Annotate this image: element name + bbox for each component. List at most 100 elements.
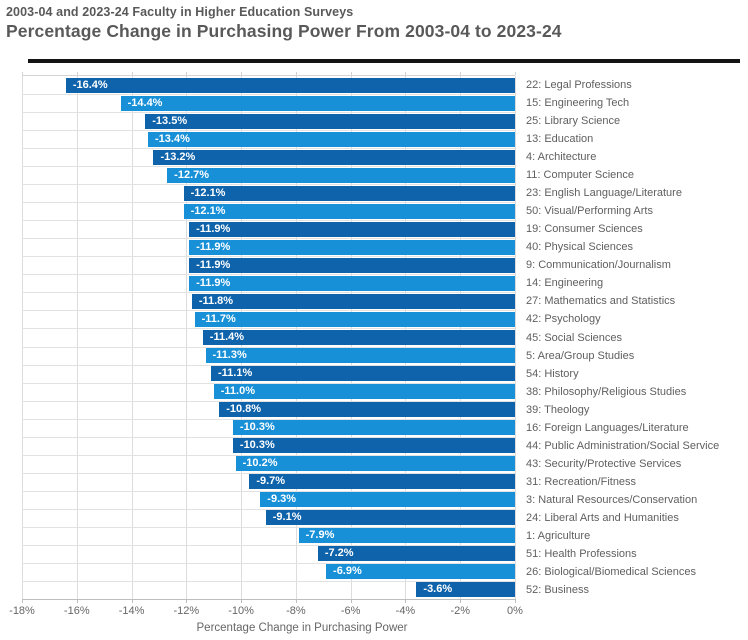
axis-tick-label: -4% bbox=[395, 605, 416, 617]
bar: -11.3% bbox=[205, 348, 515, 364]
bar-value-label: -12.7% bbox=[174, 168, 210, 181]
category-label: 11: Computer Science bbox=[526, 169, 635, 182]
axis-tick-top bbox=[186, 72, 188, 75]
gridline bbox=[76, 76, 78, 599]
axis-tick-label: -16% bbox=[63, 605, 90, 617]
category-label: 23: English Language/Literature bbox=[526, 187, 682, 200]
bar-value-label: -11.3% bbox=[212, 349, 247, 362]
category-label: 9: Communication/Journalism bbox=[526, 259, 671, 272]
axis-tick bbox=[241, 599, 243, 603]
bar-value-label: -11.9% bbox=[196, 276, 231, 289]
category-label: 5: Area/Group Studies bbox=[526, 349, 635, 362]
bar-value-label: -9.1% bbox=[272, 511, 302, 524]
bar: -13.2% bbox=[153, 149, 515, 165]
row-gridline bbox=[22, 346, 515, 348]
axis-tick-top bbox=[22, 72, 23, 75]
bar: -10.3% bbox=[232, 438, 515, 454]
row-gridline bbox=[22, 274, 515, 276]
bar-value-label: -9.3% bbox=[267, 493, 297, 506]
category-label: 45: Social Sciences bbox=[526, 331, 622, 344]
bar-value-label: -11.4% bbox=[209, 331, 245, 343]
axis-tick-top bbox=[131, 72, 133, 75]
plot-area: -16.4% 22: Legal Professions -14.4% 15: Eng… bbox=[22, 75, 719, 600]
bar: -13.5% bbox=[145, 113, 515, 129]
axis-tick-label: -10% bbox=[228, 605, 254, 617]
category-label: 13: Education bbox=[526, 133, 594, 146]
bar: -11.9% bbox=[189, 221, 515, 237]
axis-tick bbox=[515, 599, 516, 603]
bar: -3.6% bbox=[416, 582, 515, 598]
bar-value-label: -11.9% bbox=[196, 222, 231, 235]
bar: -11.7% bbox=[194, 311, 515, 327]
row-gridline bbox=[22, 292, 515, 294]
row-gridline bbox=[22, 256, 515, 258]
axis-tick-top bbox=[515, 72, 516, 75]
axis-tick bbox=[22, 599, 23, 603]
axis-tick-label: -2% bbox=[450, 605, 470, 617]
bar-value-label: -12.1% bbox=[190, 186, 226, 199]
bar-value-label: -7.9% bbox=[305, 529, 335, 542]
bar: -11.1% bbox=[210, 366, 515, 382]
axis-tick-top bbox=[76, 72, 78, 75]
bar: -11.9% bbox=[189, 239, 515, 255]
category-label: 24: Liberal Arts and Humanities bbox=[526, 511, 679, 524]
axis-tick-top bbox=[295, 72, 297, 75]
category-label: 3: Natural Resources/Conservation bbox=[526, 493, 698, 506]
bar: -9.3% bbox=[260, 492, 515, 508]
axis-tick-label: -18% bbox=[9, 605, 35, 617]
row-gridline bbox=[22, 148, 515, 150]
bar: -12.7% bbox=[167, 167, 515, 183]
row-gridline bbox=[22, 220, 515, 222]
axis-tick bbox=[76, 599, 78, 603]
bar: -9.7% bbox=[249, 474, 515, 490]
axis-tick-label: -12% bbox=[173, 605, 200, 617]
bar-value-label: -13.2% bbox=[160, 150, 196, 163]
row-gridline bbox=[22, 310, 515, 312]
row-gridline bbox=[22, 418, 515, 420]
category-label: 25: Library Science bbox=[526, 115, 621, 128]
category-label: 19: Consumer Sciences bbox=[526, 223, 643, 236]
bar: -7.2% bbox=[317, 546, 515, 562]
row-gridline bbox=[22, 238, 515, 240]
axis-tick-label: -8% bbox=[286, 605, 306, 617]
gridline bbox=[186, 76, 188, 599]
category-label: 14: Engineering bbox=[526, 277, 604, 290]
category-label: 51: Health Professions bbox=[526, 547, 637, 560]
bar-value-label: -11.8% bbox=[198, 294, 234, 307]
row-gridline bbox=[22, 436, 515, 438]
row-gridline bbox=[22, 580, 515, 582]
axis-tick bbox=[350, 599, 352, 603]
bar: -11.4% bbox=[202, 330, 515, 345]
gridline bbox=[22, 76, 23, 599]
bar: -6.9% bbox=[326, 564, 515, 580]
row-gridline bbox=[22, 112, 515, 114]
category-label: 26: Biological/Biomedical Sciences bbox=[526, 565, 696, 578]
bar-value-label: -12.1% bbox=[190, 204, 226, 217]
row-gridline bbox=[22, 526, 515, 528]
bar: -14.4% bbox=[120, 95, 515, 111]
row-gridline bbox=[22, 472, 515, 474]
axis-tick-top bbox=[350, 72, 352, 75]
bar-value-label: -10.2% bbox=[242, 457, 278, 470]
bar: -12.1% bbox=[183, 185, 515, 201]
row-gridline bbox=[22, 544, 515, 546]
bar: -12.1% bbox=[183, 203, 515, 219]
category-label: 1: Agriculture bbox=[526, 529, 591, 542]
category-label: 22: Legal Professions bbox=[526, 79, 632, 92]
gridline bbox=[515, 76, 516, 599]
category-label: 50: Visual/Performing Arts bbox=[526, 205, 653, 218]
axis-tick-label: -14% bbox=[118, 605, 145, 617]
row-gridline bbox=[22, 490, 515, 492]
bar-value-label: -3.6% bbox=[423, 583, 453, 596]
bar: -13.4% bbox=[148, 131, 515, 147]
bar-value-label: -10.8% bbox=[226, 403, 262, 416]
bar-value-label: -6.9% bbox=[333, 565, 362, 578]
category-label: 42: Psychology bbox=[526, 313, 601, 326]
axis-tick bbox=[460, 599, 462, 603]
category-label: 54: History bbox=[526, 367, 579, 380]
category-label: 27: Mathematics and Statistics bbox=[526, 295, 676, 308]
axis-tick-label: -6% bbox=[340, 605, 361, 617]
gridline bbox=[131, 76, 133, 599]
row-gridline bbox=[22, 184, 515, 186]
category-label: 40: Physical Sciences bbox=[526, 241, 633, 254]
